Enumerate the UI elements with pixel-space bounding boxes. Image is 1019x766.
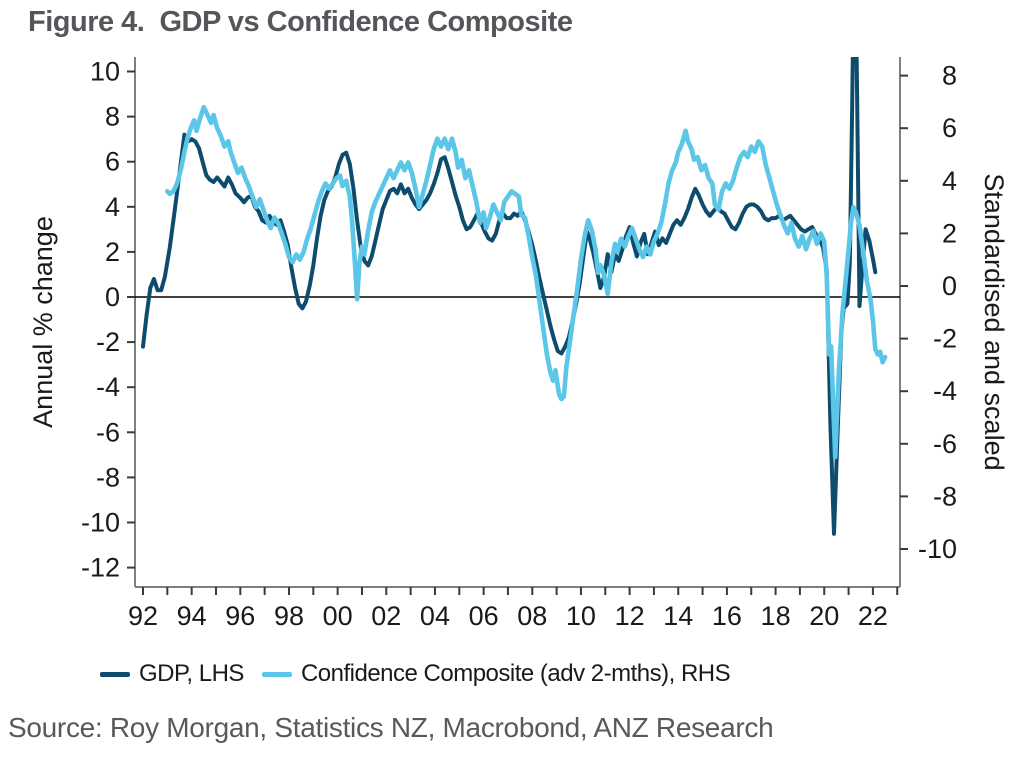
left-tick-label: 2 — [105, 237, 120, 267]
x-tick-label: 12 — [615, 601, 645, 631]
figure-title: Figure 4. GDP vs Confidence Composite — [28, 6, 573, 38]
right-axis-ticks: 8 6 4 2 0 -2 -4 -6 -8 -10 — [900, 61, 957, 564]
right-tick-label: -4 — [933, 376, 957, 406]
left-tick-label: 6 — [105, 147, 120, 177]
right-tick-label: -2 — [933, 324, 957, 354]
left-tick-label: -4 — [96, 372, 120, 402]
x-tick-label: 92 — [128, 601, 158, 631]
source-line: Source: Roy Morgan, Statistics NZ, Macro… — [8, 712, 774, 743]
right-tick-label: -8 — [933, 481, 957, 511]
legend-item-gdp: GDP, LHS — [100, 660, 244, 688]
x-tick-label: 14 — [663, 601, 693, 631]
x-tick-label: 08 — [517, 601, 547, 631]
x-tick-label: 18 — [761, 601, 791, 631]
confidence-line — [165, 104, 888, 460]
left-tick-label: 10 — [90, 57, 120, 87]
confidence-line-swatch — [261, 671, 292, 677]
x-tick-label: 96 — [225, 601, 255, 631]
left-tick-label: -6 — [96, 417, 120, 447]
left-tick-label: -2 — [96, 327, 120, 357]
gdp-line — [141, 57, 878, 536]
x-tick-label: 16 — [712, 601, 742, 631]
right-axis-title: Standardised and scaled — [979, 173, 1009, 470]
x-tick-label: 02 — [371, 601, 401, 631]
legend-label-gdp: GDP, LHS — [139, 660, 244, 687]
left-axis-ticks: 10 8 6 4 2 0 -2 -4 -6 -8 -10 -12 — [81, 57, 135, 583]
x-tick-label: 94 — [177, 601, 207, 631]
x-tick-label: 22 — [858, 601, 888, 631]
left-tick-label: 0 — [105, 282, 120, 312]
legend-item-confidence: Confidence Composite (adv 2-mths), RHS — [261, 660, 731, 688]
left-tick-label: -12 — [81, 553, 120, 583]
gdp-line-swatch — [100, 671, 130, 677]
x-tick-label: 06 — [469, 601, 499, 631]
x-tick-label: 98 — [274, 601, 304, 631]
right-tick-label: -10 — [918, 534, 957, 564]
left-tick-label: -8 — [96, 462, 120, 492]
right-tick-label: -6 — [933, 429, 957, 459]
x-tick-label: 20 — [809, 601, 839, 631]
left-tick-label: -10 — [81, 508, 120, 538]
right-tick-label: 6 — [942, 113, 957, 143]
right-tick-label: 4 — [942, 166, 957, 196]
chart-legend: GDP, LHS Confidence Composite (adv 2-mth… — [100, 660, 731, 688]
legend-label-confidence: Confidence Composite (adv 2-mths), RHS — [300, 660, 731, 687]
right-tick-label: 0 — [942, 271, 957, 301]
left-tick-label: 8 — [105, 102, 120, 132]
x-tick-label: 10 — [566, 601, 596, 631]
left-axis-title: Annual % change — [28, 216, 58, 428]
chart-area: 10 8 6 4 2 0 -2 -4 -6 -8 -10 -12 8 6 4 2 0 -2 -4 -6 -8 -10 92 9… — [0, 45, 1019, 645]
x-axis-ticks: 92 94 96 98 00 02 04 06 08 10 12 14 16 18 20 22 — [128, 587, 899, 631]
left-tick-label: 4 — [105, 192, 120, 222]
x-tick-label: 00 — [323, 601, 353, 631]
right-tick-label: 8 — [942, 61, 957, 91]
right-tick-label: 2 — [942, 218, 957, 248]
x-tick-label: 04 — [420, 601, 450, 631]
